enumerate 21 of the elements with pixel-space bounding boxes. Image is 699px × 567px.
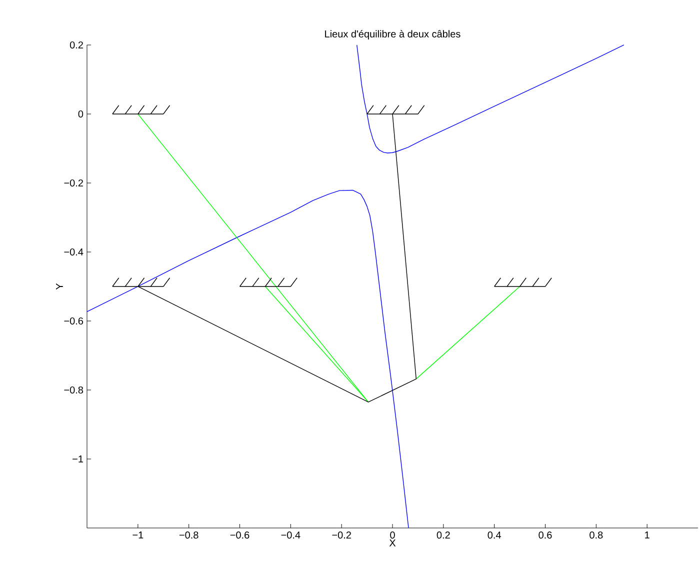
- x-tick-label: 0.4: [488, 532, 501, 539]
- chart-title: Lieux d'équilibre à deux câbles: [325, 30, 460, 40]
- y-tick-label: 0: [78, 110, 84, 118]
- y-tick-label: −0.2: [64, 179, 83, 187]
- y-tick-label: −0.8: [64, 386, 84, 394]
- x-tick-label: −1: [132, 532, 144, 538]
- x-tick-label: 0.6: [538, 532, 552, 539]
- x-tick-label: −0.6: [230, 532, 250, 539]
- x-tick-label: −0.2: [332, 532, 351, 539]
- x-tick-label: 0: [390, 532, 395, 539]
- y-tick-label: −1: [72, 456, 83, 462]
- y-tick-label: −0.4: [64, 248, 84, 256]
- x-tick-label: 0.2: [436, 532, 450, 539]
- y-tick-label: 0.2: [70, 41, 83, 49]
- x-axis-title: X: [389, 539, 396, 546]
- x-tick-label: 1: [645, 532, 650, 538]
- y-axis-title: Y: [56, 283, 63, 290]
- x-tick-label: 0.8: [590, 532, 603, 539]
- y-tick-label: −0.6: [64, 317, 84, 325]
- x-tick-label: −0.4: [281, 532, 300, 539]
- x-tick-label: −0.8: [179, 532, 198, 539]
